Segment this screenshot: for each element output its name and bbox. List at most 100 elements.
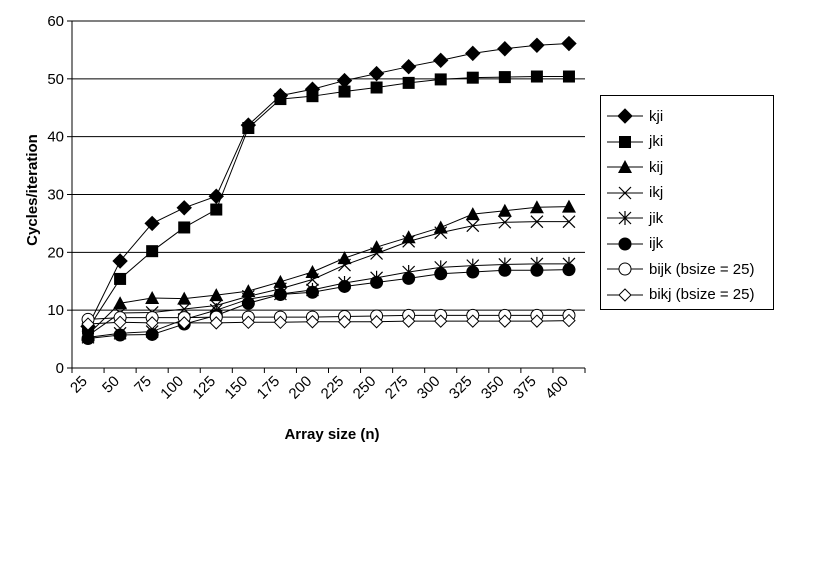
data-point (209, 316, 223, 330)
legend-marker (618, 287, 632, 302)
legend-marker (618, 186, 632, 199)
data-point (306, 273, 319, 286)
data-point (145, 327, 159, 341)
series-line-4 (87, 263, 569, 338)
x-tick-label: 350 (478, 373, 508, 403)
data-point (112, 253, 128, 269)
data-point (113, 315, 127, 330)
data-point (433, 220, 448, 234)
data-point (145, 291, 160, 305)
data-point (145, 316, 159, 330)
data-point (465, 45, 481, 62)
data-point (498, 215, 512, 229)
data-point (529, 37, 545, 53)
axes (67, 20, 586, 373)
legend-label: ijk (649, 235, 664, 252)
data-point (369, 315, 384, 329)
legend-label: bikj (bsize = 25) (649, 286, 755, 303)
legend-label: jki (649, 133, 664, 150)
series-lines (87, 43, 569, 340)
data-point (466, 314, 480, 328)
data-point (561, 199, 576, 213)
series-line-2 (87, 206, 569, 335)
legend-item: kji (607, 103, 663, 129)
data-point (370, 247, 384, 260)
data-point (562, 215, 576, 229)
x-tick-label: 150 (221, 373, 251, 403)
x-tick-label: 75 (131, 373, 155, 397)
data-point (402, 76, 415, 89)
data-point (113, 296, 128, 310)
y-axis-label: Cycles/iteration (24, 134, 41, 246)
data-point (178, 221, 191, 234)
y-tick-label: 40 (47, 129, 64, 146)
data-point (466, 265, 480, 279)
y-tick-label: 50 (47, 71, 64, 88)
x-tick-label: 200 (286, 373, 316, 403)
data-point (336, 72, 353, 89)
x-tick-label: 325 (446, 373, 476, 403)
data-point (401, 230, 416, 244)
legend-label: jik (649, 209, 664, 227)
data-point (305, 264, 320, 278)
data-point (369, 240, 384, 254)
legend-item: bijk (bsize = 25) (607, 256, 754, 282)
data-point (273, 315, 288, 330)
data-point (305, 285, 319, 299)
data-point (305, 315, 320, 329)
data-point (562, 313, 576, 328)
data-point (498, 71, 511, 84)
data-point (177, 316, 191, 330)
x-tick-label: 100 (157, 373, 187, 403)
data-point (370, 81, 383, 94)
data-point (434, 226, 448, 240)
legend-item: jki (607, 129, 663, 155)
data-point (562, 263, 576, 277)
data-point (562, 70, 575, 83)
x-axis-label: Array size (n) (284, 426, 379, 443)
data-point (530, 263, 544, 277)
data-point (146, 245, 159, 258)
legend-item: kij (607, 154, 663, 180)
data-point (465, 207, 480, 221)
y-tick-label: 10 (47, 302, 64, 319)
legend-marker (619, 135, 631, 148)
data-point (498, 314, 512, 328)
legend-symbol (607, 237, 643, 250)
data-point (338, 258, 351, 272)
legend-marker (618, 160, 632, 173)
x-tick-label: 400 (542, 373, 572, 403)
x-tick-label: 25 (67, 373, 91, 397)
legend-marker (618, 211, 632, 225)
y-tick-label: 60 (47, 13, 64, 30)
data-point (176, 200, 192, 216)
data-point (433, 52, 449, 69)
data-point (337, 315, 352, 329)
data-point (434, 314, 448, 328)
data-point (241, 296, 255, 310)
data-point (466, 71, 479, 84)
data-point (81, 317, 95, 331)
data-point (306, 90, 319, 103)
data-point (273, 274, 288, 288)
data-point (434, 267, 448, 281)
data-point (338, 279, 352, 293)
series-markers-1 (82, 70, 575, 335)
series-markers (80, 35, 577, 346)
data-point (241, 315, 256, 330)
data-point (497, 41, 513, 57)
data-point (273, 288, 287, 302)
x-tick-label: 225 (318, 373, 348, 403)
data-point (209, 288, 224, 302)
y-tick-label: 20 (47, 244, 64, 261)
x-tick-label: 300 (414, 373, 444, 403)
data-point (498, 263, 512, 277)
x-tick-label: 125 (189, 373, 219, 403)
data-point (144, 215, 160, 232)
data-point (402, 234, 416, 248)
series-line-0 (87, 43, 569, 327)
legend-symbol (607, 287, 643, 302)
legend-item: ijk (607, 231, 663, 257)
x-tick-label: 175 (254, 373, 284, 403)
